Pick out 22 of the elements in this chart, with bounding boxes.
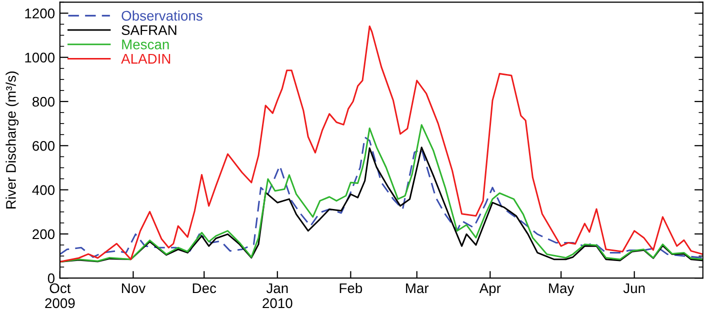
y-tick-label: 800: [32, 96, 55, 107]
y-tick-label: 200: [32, 229, 55, 240]
x-tick-label: Feb: [340, 282, 362, 294]
x-tick-label: Jun: [623, 283, 645, 294]
y-tick-label: 1000: [25, 52, 55, 63]
x-tick-label: May: [549, 283, 574, 296]
y-tick-label: 0: [48, 273, 55, 284]
legend-label: SAFRAN: [122, 25, 176, 36]
legend-label: Mescan: [122, 40, 169, 50]
x-tick-label: Nov: [122, 283, 146, 294]
x-tick-label: Dec: [192, 283, 216, 294]
x-tick-label: Apr: [479, 283, 501, 296]
y-tick-label: 1200: [25, 8, 55, 18]
legend-label: ALADIN: [121, 54, 170, 64]
legend-label: Observations: [122, 10, 202, 21]
x-tick-label: Jan 2010: [262, 283, 292, 308]
y-axis-title: River Discharge (m³/s): [6, 72, 19, 208]
x-tick-label: Mar: [406, 283, 429, 294]
line-series: [60, 25, 703, 263]
y-tick-label: 600: [32, 140, 55, 151]
y-tick-label: 400: [32, 185, 55, 195]
x-tick-label: Oct 2009: [45, 283, 75, 308]
